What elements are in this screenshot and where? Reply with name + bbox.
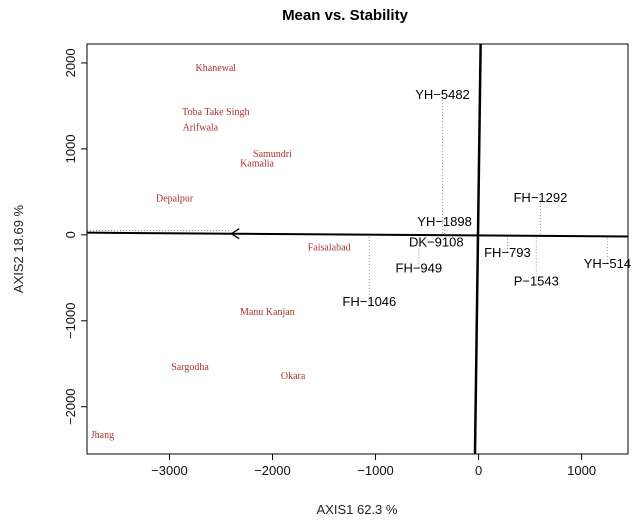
aec-ordinate-line <box>473 43 482 455</box>
environment-label: Toba Take Singh <box>182 107 249 118</box>
x-tick-label: −3000 <box>151 463 188 478</box>
y-tick-label: −2000 <box>63 388 78 425</box>
environment-label: Okara <box>281 371 306 382</box>
point-labels: Khanewal Toba Take Singh Arifwala SamundriK… <box>91 63 631 441</box>
aec-arrow-icon <box>230 228 240 240</box>
genotype-label: FH−1292 <box>513 190 567 205</box>
y-tick-label: 0 <box>63 231 78 238</box>
x-tick-label: −1000 <box>357 463 394 478</box>
environment-label: Arifwala <box>183 122 219 133</box>
environment-label: Sargodha <box>171 362 209 373</box>
genotype-label: FH−949 <box>396 260 443 275</box>
environment-label: Depalpur <box>156 194 194 205</box>
x-tick-label: 1000 <box>567 463 596 478</box>
chart-title: Mean vs. Stability <box>282 7 409 24</box>
genotype-label: YH−1898 <box>417 214 472 229</box>
genotype-label: FH−793 <box>484 245 531 260</box>
x-tick-label: 0 <box>475 463 482 478</box>
environment-label: Khanewal <box>196 63 237 74</box>
reference-lines <box>86 43 629 455</box>
genotype-label: YH−5482 <box>415 87 470 102</box>
genotype-label: DK−9108 <box>409 235 464 250</box>
y-tick-label: 1000 <box>63 134 78 163</box>
y-tick-label: 2000 <box>63 48 78 77</box>
environment-label: Faisalabad <box>308 243 351 254</box>
genotype-label: P−1543 <box>514 273 559 288</box>
aec-abscissa-line <box>86 231 629 238</box>
environment-label: Kamalia <box>240 158 274 169</box>
genotype-label: FH−1046 <box>342 294 396 309</box>
y-tick-label: −1000 <box>63 303 78 340</box>
environment-label: Manu Kanjan <box>240 307 295 318</box>
axis-ticks: −3000 −2000 −1000 0 1000 −2000 −1000 0 1000 2000 <box>63 48 596 478</box>
plot-frame <box>86 43 629 455</box>
environment-label: Jhang <box>91 430 114 441</box>
environment-label: Samundri <box>253 149 292 160</box>
genotype-label: YH−514 <box>584 256 631 271</box>
y-axis-title: AXIS2 18.69 % <box>11 204 26 293</box>
x-axis-title: AXIS1 62.3 % <box>317 502 398 517</box>
x-tick-label: −2000 <box>254 463 291 478</box>
